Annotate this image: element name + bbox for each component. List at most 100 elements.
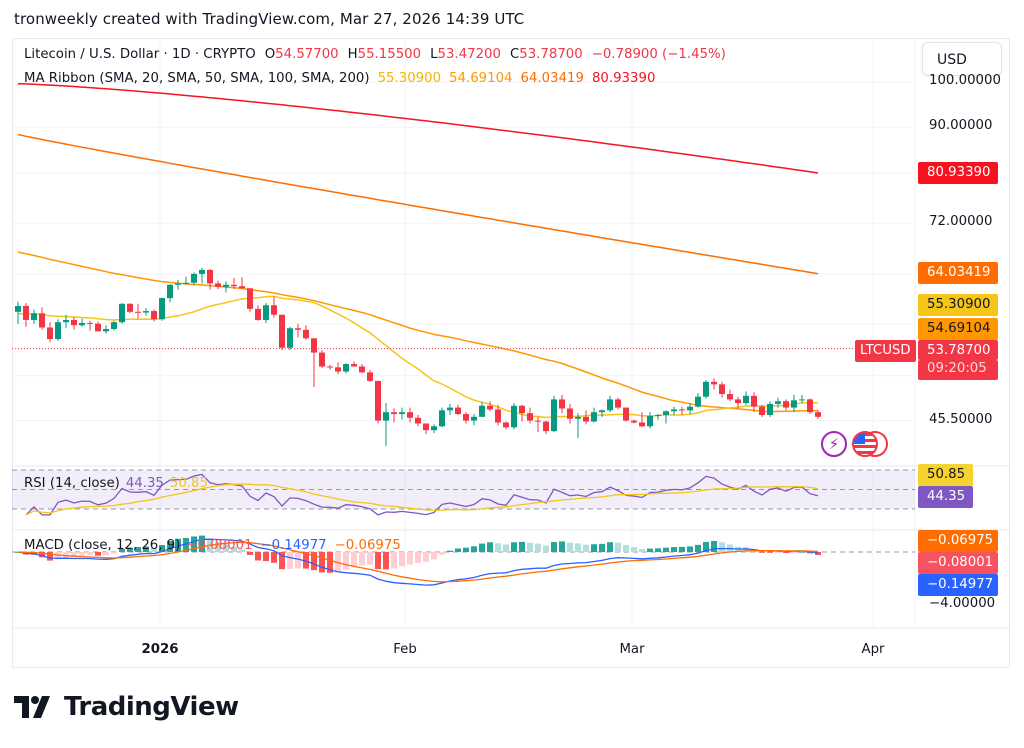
macd-histogram-bar [503, 544, 509, 552]
macd-histogram-bar [287, 552, 293, 570]
candle-body [671, 409, 677, 412]
candle-body [207, 269, 213, 284]
rsi-ma-line [25, 483, 819, 516]
ma-ribbon-lines [17, 82, 819, 419]
macd-legend: MACD (close, 12, 26, 9) −0.08001 −0.14977−… [24, 538, 401, 553]
candle-body [287, 328, 293, 348]
candle-body [383, 412, 389, 421]
grid [12, 40, 1010, 629]
candle-body [743, 395, 749, 404]
price-axis-tick: 45.50000 [929, 411, 993, 427]
candle-body [303, 329, 309, 339]
ma-ribbon-title[interactable]: MA Ribbon (SMA, 20, SMA, 50, SMA, 100, S… [24, 71, 370, 86]
macd-histogram-bar [583, 544, 589, 552]
time-axis-label: Feb [393, 642, 417, 657]
ticker-tag: LTCUSD [855, 340, 916, 362]
price-axis-tick: 100.00000 [929, 73, 1001, 88]
macd-histogram-bar [543, 545, 549, 552]
macd-title[interactable]: MACD (close, 12, 26, 9) [24, 538, 181, 553]
macd-histogram-bar [375, 552, 381, 570]
macd-histogram-bar [415, 552, 421, 563]
macd-histogram-bar [295, 552, 301, 569]
us-flag-icon-front[interactable] [852, 431, 878, 457]
candle-body [607, 399, 613, 411]
macd-histogram-bar [439, 552, 445, 555]
candle-body [127, 303, 133, 312]
candle-body [479, 405, 485, 417]
macd-histogram-bar [327, 552, 333, 573]
candle-body [799, 399, 805, 401]
macd-histogram-bar [103, 552, 109, 556]
candle-body [103, 329, 109, 332]
candle-body [775, 401, 781, 404]
candle-body [351, 364, 357, 367]
candle-body [591, 412, 597, 422]
lightning-icon[interactable]: ⚡ [821, 431, 847, 457]
macd-histogram-bar [367, 552, 373, 565]
sma50-line [17, 251, 819, 413]
rsi-value: 44.35 [125, 476, 164, 491]
candle-body [79, 322, 85, 326]
symbol-legend: Litecoin / U.S. Dollar · 1D · CRYPTO O54.… [24, 47, 731, 62]
candle-body [223, 284, 229, 287]
candle-body [55, 322, 61, 340]
candle-body [71, 319, 77, 326]
macd-histogram-bar [639, 548, 645, 552]
candle-body [143, 311, 149, 313]
time-axis-label: Apr [861, 642, 885, 657]
candle-body [719, 384, 725, 395]
candle-body [447, 407, 453, 411]
candle-body [543, 421, 549, 432]
macd-histogram-bar [599, 543, 605, 552]
candle-body [815, 412, 821, 417]
macd-histogram-bar [615, 542, 621, 552]
macd-histogram-bar [511, 542, 517, 552]
candle-body [175, 283, 181, 285]
macd-histogram-bar [151, 547, 157, 552]
chart-credit: tronweekly created with TradingView.com,… [14, 10, 525, 28]
macd-histogram-bar [815, 552, 821, 556]
macd-signal-value: −0.06975 [334, 538, 401, 553]
tradingview-logo[interactable]: TradingView [14, 692, 239, 722]
macd-histogram-bar [495, 543, 501, 552]
currency-button[interactable]: USD [922, 42, 1002, 76]
symbol-title[interactable]: Litecoin / U.S. Dollar · 1D · CRYPTO [24, 47, 256, 62]
candle-body [471, 416, 477, 421]
candle-body [135, 311, 141, 313]
macd-histogram-bar [767, 552, 773, 553]
rsi-tag: 44.35 [918, 486, 973, 508]
candle-body [463, 414, 469, 421]
rsi-title[interactable]: RSI (14, close) [24, 476, 120, 491]
candle-body [399, 412, 405, 415]
candle-body [367, 372, 373, 381]
sma20-value: 55.30900 [377, 71, 442, 86]
candle-body [151, 311, 157, 320]
macd-histogram-bar [623, 545, 629, 552]
candle-body [631, 420, 637, 423]
macd-histogram-bar [711, 540, 717, 552]
candle-body [783, 401, 789, 408]
macd-histogram-bar [183, 537, 189, 552]
candle-body [431, 426, 437, 431]
macd-histogram-bar [663, 547, 669, 552]
macd-histogram-bar [231, 546, 237, 552]
candle-body [439, 410, 445, 427]
macd-histogram-bar [559, 541, 565, 552]
macd-histogram-bar [71, 552, 77, 558]
candle-body [599, 410, 605, 413]
macd-histogram-bar [431, 552, 437, 560]
low-value: L53.47200 [430, 47, 501, 62]
macd-histogram-bar [215, 542, 221, 552]
candle-body [39, 313, 45, 328]
candle-body [247, 288, 253, 309]
macd-histogram-bar [671, 547, 677, 552]
macd-histogram-bar [79, 552, 85, 556]
candle-body [615, 399, 621, 408]
candle-body [735, 399, 741, 404]
macd-histogram-bar [527, 542, 533, 552]
candle-body [503, 422, 509, 428]
sma200-line [17, 82, 819, 174]
macd-histogram-bar [487, 542, 493, 552]
price-tag: 55.30900 [918, 294, 998, 316]
